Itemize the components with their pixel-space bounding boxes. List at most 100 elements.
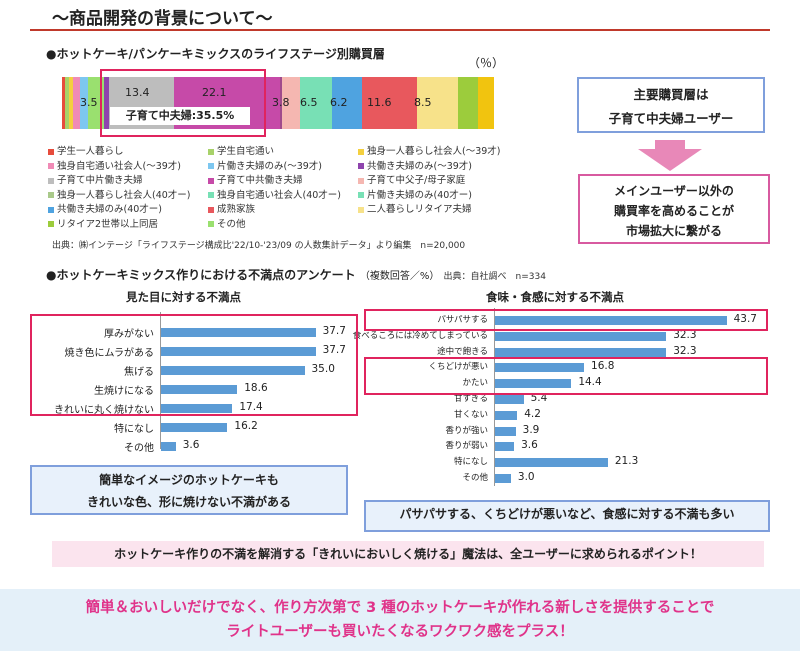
bar-category-label: その他 [124,443,154,454]
lifestage-heading: ●ホットケーキ/パンケーキミックスのライフステージ別購買層 [46,47,385,61]
down-arrow-icon [638,149,702,171]
right-note-box: パサパサする、くちどけが悪いなど、食感に対する不満も多い [364,500,770,532]
lifestage-source: 出典：㈱インテージ「ライフステージ構成比'22/10-'23/09 の人数集計デ… [52,241,466,251]
legend-swatch [208,192,214,198]
bar [495,363,585,373]
bar-value-label: 4.2 [524,407,541,420]
highlight-frame [100,69,266,137]
survey-heading: ●ホットケーキミックス作りにおける不満点のアンケート （複数回答／%） 出典：自… [46,266,546,283]
legend-swatch [358,163,364,169]
legend-label: 子育て中片働き夫婦 [57,175,143,186]
left-note-line2: きれいな色、形に焼けない不満がある [86,495,291,509]
legend-item: リタイア2世帯以上同居 [48,216,158,230]
bar-value-label: 5.4 [530,392,548,404]
legend-label: 独身自宅通い社会人(～39才) [57,160,182,172]
legend-item: 子育て中父子/母子家庭 [358,172,465,186]
survey-heading-sub: （複数回答／%） [359,271,440,282]
stack-segment-0 [62,77,65,129]
stack-segment-1 [64,77,69,129]
main-buyer-line1: 主要購買層は [633,87,709,102]
bar-value-label: 32.3 [673,344,697,357]
stack-segment-12 [331,77,362,129]
seg-label-13-4: 13.4 [125,86,150,99]
bar-value-label: 32.3 [673,328,697,341]
legend-swatch [358,192,364,198]
stack-segment-15 [458,77,478,129]
legend-swatch [48,192,54,198]
lifestage-unit: （％） [468,56,505,70]
seg-label-6-5: 6.5 [300,96,318,109]
stack-segment-9 [280,77,283,129]
survey-heading-main: ●ホットケーキミックス作りにおける不満点のアンケート [46,268,356,282]
legend-swatch [208,163,214,169]
legend-item: 共働き夫婦のみ(40才ー) [48,201,162,215]
legend-item: 子育て中片働き夫婦 [48,172,143,186]
bar-value-label: 35.0 [311,363,335,375]
legend-label: リタイア2世帯以上同居 [57,218,159,230]
legend-swatch [358,206,364,213]
market-line2: 購買率を高めることが [613,204,734,218]
chart-axis [494,308,495,486]
bar-category-label: パサパサする [437,315,488,325]
bar-category-label: 焼き色にムラがある [64,348,155,359]
legend-item: 独身一人暮らし社会人(40才ー) [48,187,191,201]
legend-label: 成熟家族 [217,204,256,215]
bar-value-label: 21.3 [614,455,639,468]
seg-label-3-5: 3.5 [80,96,98,109]
seg-label-22-1: 22.1 [202,86,227,99]
highlight-label: 子育て中夫婦:35.5% [110,107,250,125]
legend-item: 二人暮らしリタイア夫婦 [358,201,472,215]
stack-segment-13 [361,77,418,129]
bottom-line2: ライトユーザーも買いたくなるワクワク感をプラス！ [226,624,574,640]
bar-value-label: 3.6 [521,439,538,452]
bar-category-label: きれいに丸く焼けない [54,405,154,416]
pink-summary-band: ホットケーキ作りの不満を解消する「きれいにおいしく焼ける」魔法は、全ユーザーに求… [52,541,764,567]
legend-swatch [48,163,54,169]
legend-label: 子育て中共働き夫婦 [217,175,303,186]
legend-swatch [358,148,364,155]
legend-swatch [358,177,364,184]
stack-segment-10 [282,77,301,129]
stack-segment-3 [72,77,81,129]
right-bar-chart: パサパサする 43.7 食べるころには冷めてしまっている 32.3 途中で飽きる 32.3… [353,308,772,488]
bar-value-label: 16.8 [591,360,615,373]
legend-swatch [208,177,214,184]
legend-swatch [208,221,214,227]
bar [161,442,176,451]
stack-segment-11 [300,77,332,129]
chart-axis [160,312,161,449]
bar [495,379,572,389]
bar-value-label: 37.7 [322,325,346,337]
legend-item: 片働き夫婦のみ(40才ー) [358,187,472,201]
legend-swatch [208,206,214,213]
legend-swatch [48,148,54,155]
bar [495,347,667,357]
legend-item: 子育て中共働き夫婦 [208,172,303,186]
legend-label: 片働き夫婦のみ(～39才) [217,160,323,172]
bar [161,404,233,413]
legend-swatch [208,148,214,155]
legend-item: 片働き夫婦のみ(～39才) [208,158,322,172]
bar-category-label: 焦げる [124,367,154,378]
legend-label: 片働き夫婦のみ(40才ー) [367,189,473,201]
stack-segment-16 [477,77,494,129]
down-arrow-stem [655,140,685,150]
page-title: ～商品開発の背景について～ [52,9,273,29]
legend-item: 学生自宅通い [208,143,274,157]
market-expansion-box: メインユーザー以外の 購買率を高めることが 市場拡大に繋がる [578,174,770,244]
bar [495,410,518,420]
bar-value-label: 43.7 [733,313,757,325]
bar [161,423,228,432]
bar-category-label: 甘くない [453,409,488,420]
left-note-box: 簡単なイメージのホットケーキも きれいな色、形に焼けない不満がある [30,465,348,515]
main-buyer-line2: 子育て中夫婦ユーザー [608,111,734,126]
bar [495,395,524,404]
right-chart-title: 食味・食感に対する不満点 [486,290,624,304]
seg-label-3-8: 3.8 [272,96,290,109]
legend-item: その他 [208,216,246,230]
seg-label-6-2: 6.2 [330,96,348,109]
bar-category-label: 食べるころには冷めてしまっている [352,330,488,341]
legend-item: 独身自宅通い社会人(～39才) [48,158,181,172]
bar [495,474,511,483]
legend-swatch [48,177,54,184]
